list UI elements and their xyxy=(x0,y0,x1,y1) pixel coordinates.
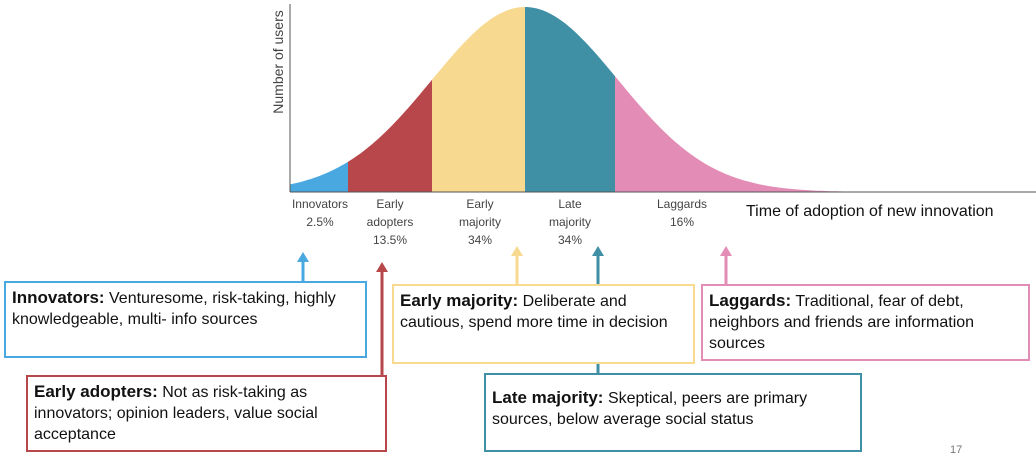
page-number: 17 xyxy=(950,444,962,456)
box-text: Not as risk-taking as innovators; opinio… xyxy=(34,384,318,443)
box-text: Skeptical, peers are primary sources, be… xyxy=(492,390,808,428)
description-box: Late majority: Skeptical, peers are prim… xyxy=(484,373,862,452)
bell-curve xyxy=(290,7,1036,192)
segment-share: 34% xyxy=(558,233,582,247)
segment-name: Laggards xyxy=(657,197,707,211)
curve-segment xyxy=(290,161,348,192)
box-text: Traditional, fear of debt, neighbors and… xyxy=(709,293,975,352)
description-box: Early adopters: Not as risk-taking as in… xyxy=(26,375,387,452)
segment-name: Early xyxy=(376,197,403,211)
segment-name: adopters xyxy=(367,215,414,229)
segment-name: Early xyxy=(466,197,493,211)
arrow-head xyxy=(592,246,604,256)
box-title: Innovators: xyxy=(12,288,105,307)
segment-share: 34% xyxy=(468,233,492,247)
y-axis-label: Number of users xyxy=(270,10,286,113)
arrow-head xyxy=(376,262,388,272)
segment-share: 13.5% xyxy=(373,233,407,247)
arrow-head xyxy=(297,252,309,262)
segment-name: Late xyxy=(558,197,582,211)
curve-segment xyxy=(525,7,615,192)
description-box: Early majority: Deliberate and cautious,… xyxy=(392,284,695,364)
segment-share: 16% xyxy=(670,215,694,229)
segment-name: Innovators xyxy=(292,197,348,211)
box-title: Early adopters: xyxy=(34,382,158,401)
description-box: Innovators: Venturesome, risk-taking, hi… xyxy=(4,281,367,358)
description-box: Laggards: Traditional, fear of debt, nei… xyxy=(701,284,1030,361)
arrow-head xyxy=(720,246,732,256)
curve-segment xyxy=(615,76,1036,192)
segment-name: majority xyxy=(459,215,501,229)
x-axis-label: Time of adoption of new innovation xyxy=(746,203,994,220)
curve-segment xyxy=(432,7,525,192)
box-title: Laggards: xyxy=(709,291,792,310)
arrow-head xyxy=(511,246,523,256)
box-text: Venturesome, risk-taking, highly knowled… xyxy=(12,290,336,328)
curve-segment xyxy=(348,79,432,192)
segment-name: majority xyxy=(549,215,591,229)
box-title: Late majority: xyxy=(492,388,604,407)
box-title: Early majority: xyxy=(400,291,519,310)
segment-share: 2.5% xyxy=(306,215,334,229)
box-text: Deliberate and cautious, spend more time… xyxy=(400,293,668,331)
